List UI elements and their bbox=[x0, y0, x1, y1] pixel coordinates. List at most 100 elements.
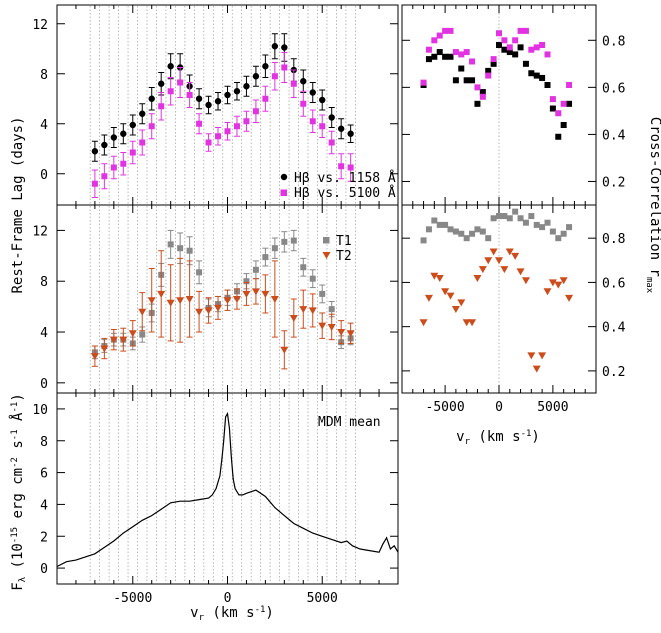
point-h-vs-5100- bbox=[120, 160, 127, 167]
legend-label-t1: T1 bbox=[336, 234, 352, 249]
point-t1 bbox=[186, 247, 193, 254]
legend-label-hb-1158: Hβ vs. 1158 Å bbox=[294, 170, 396, 186]
point-t1 bbox=[252, 266, 259, 273]
point-t1 bbox=[496, 213, 502, 220]
point-t2 bbox=[289, 315, 298, 323]
point-h-vs-1158- bbox=[214, 98, 222, 105]
point-h-vs-5100- bbox=[91, 180, 98, 187]
point-h-vs-1158- bbox=[110, 134, 118, 141]
point-h-vs-5100- bbox=[566, 82, 573, 88]
y-tick-label: 0 bbox=[40, 168, 48, 183]
point-h-vs-5100- bbox=[431, 37, 438, 44]
point-h-vs-1158- bbox=[560, 122, 567, 128]
point-h-vs-1158- bbox=[452, 77, 459, 84]
point-t1 bbox=[463, 235, 470, 242]
point-h-vs-1158- bbox=[549, 105, 556, 112]
point-t2 bbox=[554, 281, 563, 289]
point-t2 bbox=[521, 277, 530, 285]
point-h-vs-5100- bbox=[490, 56, 497, 63]
point-h-vs-1158- bbox=[91, 148, 99, 155]
point-t1 bbox=[533, 221, 540, 228]
point-h-vs-1158- bbox=[512, 51, 519, 58]
point-h-vs-1158- bbox=[233, 88, 241, 95]
data-marks bbox=[56, 27, 574, 568]
point-t2 bbox=[185, 296, 194, 303]
right-x-axis-label: vr (km s-1) bbox=[456, 429, 540, 447]
point-h-vs-1158- bbox=[328, 114, 335, 121]
y-tick-label: 4 bbox=[40, 326, 48, 341]
point-h-vs-5100- bbox=[281, 64, 288, 71]
spectrum-line bbox=[56, 411, 399, 568]
velocity-bin-gridlines bbox=[89, 6, 500, 583]
y-tick-label: 2 bbox=[40, 530, 48, 545]
point-t2 bbox=[435, 274, 444, 282]
point-h-vs-1158- bbox=[167, 63, 174, 70]
x-tick-label: -5000 bbox=[426, 400, 465, 415]
point-t2 bbox=[176, 297, 185, 305]
point-t1 bbox=[425, 226, 432, 233]
point-h-vs-5100- bbox=[262, 95, 269, 102]
point-h-vs-1158- bbox=[479, 89, 486, 96]
lag-y-axis-label: Rest-Frame Lag (days) bbox=[10, 116, 26, 293]
point-h-vs-1158- bbox=[252, 73, 260, 80]
point-h-vs-1158- bbox=[139, 110, 146, 117]
left-x-axis-label: vr (km s-1) bbox=[190, 605, 274, 623]
legend-marker-t1 bbox=[323, 237, 330, 244]
point-t2 bbox=[441, 288, 450, 296]
point-t2 bbox=[457, 299, 466, 307]
point-h-vs-5100- bbox=[533, 44, 540, 51]
point-t2 bbox=[214, 304, 223, 312]
point-t1 bbox=[281, 238, 288, 245]
point-h-vs-5100- bbox=[512, 37, 519, 44]
point-h-vs-5100- bbox=[420, 79, 427, 86]
point-t2 bbox=[261, 290, 270, 298]
point-t1 bbox=[560, 230, 567, 237]
point-t1 bbox=[501, 213, 508, 220]
point-h-vs-5100- bbox=[496, 30, 502, 37]
point-t1 bbox=[452, 228, 459, 235]
point-h-vs-5100- bbox=[101, 173, 108, 180]
point-h-vs-1158- bbox=[506, 49, 513, 56]
point-t1 bbox=[479, 228, 486, 235]
x-tick-label: 0 bbox=[495, 400, 503, 415]
point-t1 bbox=[271, 245, 278, 252]
point-t2 bbox=[299, 306, 308, 314]
point-h-vs-5100- bbox=[290, 80, 297, 87]
y-tick-label: 0.2 bbox=[602, 175, 625, 190]
point-h-vs-5100- bbox=[522, 27, 529, 34]
point-h-vs-1158- bbox=[120, 130, 127, 137]
point-t2 bbox=[500, 266, 509, 274]
point-h-vs-1158- bbox=[300, 78, 307, 85]
point-t2 bbox=[451, 305, 460, 313]
y-tick-label: 8 bbox=[40, 435, 48, 450]
y-tick-label: 0.8 bbox=[602, 34, 625, 49]
point-h-vs-1158- bbox=[309, 89, 316, 96]
point-t1 bbox=[420, 237, 427, 244]
point-t2 bbox=[430, 272, 439, 280]
point-h-vs-1158- bbox=[555, 133, 562, 140]
point-t1 bbox=[196, 269, 203, 276]
point-h-vs-5100- bbox=[167, 88, 174, 95]
point-h-vs-5100- bbox=[479, 93, 486, 100]
point-t1 bbox=[177, 245, 184, 252]
point-h-vs-5100- bbox=[309, 118, 316, 125]
y-tick-label: 8 bbox=[40, 275, 48, 290]
point-t2 bbox=[505, 248, 514, 256]
point-h-vs-1158- bbox=[533, 72, 540, 79]
point-h-vs-5100- bbox=[560, 100, 567, 107]
point-h-vs-5100- bbox=[233, 123, 240, 130]
point-t1 bbox=[442, 221, 449, 228]
x-tick-label: 5000 bbox=[307, 591, 338, 606]
point-t2 bbox=[468, 319, 477, 327]
point-t2 bbox=[419, 319, 428, 327]
point-h-vs-5100- bbox=[485, 72, 492, 79]
point-t1 bbox=[447, 226, 454, 233]
x-tick-label: 5000 bbox=[537, 400, 568, 415]
point-h-vs-1158- bbox=[469, 77, 476, 84]
y-tick-label: 0.4 bbox=[602, 321, 626, 336]
point-h-vs-5100- bbox=[338, 163, 345, 170]
point-t2 bbox=[318, 322, 327, 330]
x-tick-label: 0 bbox=[224, 591, 232, 606]
y-tick-label: 0.6 bbox=[602, 81, 625, 96]
point-t2 bbox=[147, 297, 156, 305]
